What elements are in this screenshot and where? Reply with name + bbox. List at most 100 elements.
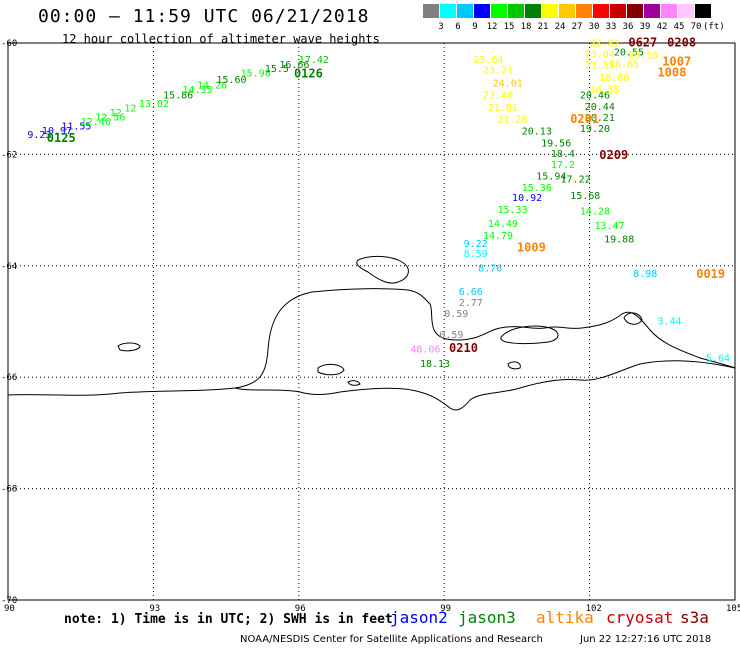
scale-swatch: [525, 4, 541, 18]
lon-tick-label: 96: [295, 604, 306, 614]
scale-swatch: [695, 4, 711, 18]
scale-label: 36: [622, 22, 634, 32]
coastline-island-1: [356, 255, 409, 284]
wave-height-label: 23.40: [483, 91, 513, 102]
credit-date: Jun 22 12:27:16 UTC 2018: [580, 634, 712, 645]
wave-height-label: 15.98: [241, 68, 271, 79]
wave-height-label: 11.55: [61, 121, 91, 132]
scale-label: 15: [503, 22, 515, 32]
wave-height-label: 8.76: [478, 263, 502, 274]
wave-height-label: 3.44: [657, 316, 681, 327]
coastline-mainland: [7, 288, 736, 396]
wave-height-label: 0.59: [439, 330, 463, 341]
wave-height-label: 5.64: [706, 354, 730, 365]
wave-height-label: 23.82: [590, 38, 620, 49]
pass-time-label: 0201: [570, 112, 599, 126]
lat-tick-label: -68: [1, 485, 17, 495]
scale-label: 30: [588, 22, 600, 32]
credit-text: NOAA/NESDIS Center for Satellite Applica…: [240, 634, 543, 645]
scale-swatch: [491, 4, 507, 18]
wave-height-label: 14.79: [483, 231, 513, 242]
scale-label: 3: [438, 22, 444, 32]
wave-height-label: 16.66: [279, 60, 309, 71]
scale-swatch: [457, 4, 473, 18]
wave-height-label: 20.44: [585, 102, 615, 113]
lat-tick-label: -70: [1, 596, 17, 606]
wave-height-label: 10.97: [42, 126, 72, 137]
pass-time-label: 1008: [657, 65, 686, 79]
wave-height-label: 16.55: [590, 85, 620, 96]
wave-height-label: 12.46: [81, 117, 111, 128]
wave-height-label: 12: [110, 108, 122, 119]
pass-time-label: 0019: [696, 267, 725, 281]
wave-height-label: 48.06: [410, 345, 440, 356]
wave-height-label: 18.13: [420, 359, 450, 370]
scale-swatch: [661, 4, 677, 18]
pass-time-label: 0627: [628, 35, 657, 49]
pass-time-label: 1009: [517, 240, 546, 254]
scale-swatch: [610, 4, 626, 18]
wave-height-label: 15.33: [498, 205, 528, 216]
scale-label: 18: [520, 22, 532, 32]
wave-height-label: 14.35: [182, 85, 212, 96]
scale-label: 12: [486, 22, 498, 32]
scale-label: 33: [605, 22, 617, 32]
note-text: note: 1) Time is in UTC; 2) SWH is in fe…: [64, 612, 393, 627]
wave-height-label: 21.81: [488, 103, 518, 114]
wave-height-label: 14.49: [488, 219, 518, 230]
scale-label: 24: [554, 22, 566, 32]
scale-label: 42: [656, 22, 668, 32]
scale-swatch: [593, 4, 609, 18]
coastline-island-7: [507, 361, 521, 370]
coastline-island-5: [623, 312, 643, 325]
legend-entry-jason2: jason2: [390, 608, 448, 627]
lon-tick-label: 93: [149, 604, 160, 614]
legend-entry-altika: altika: [536, 608, 594, 627]
scale-label: 27: [571, 22, 583, 32]
wave-height-label: 18.4: [551, 149, 575, 160]
lat-tick-label: -66: [1, 373, 17, 383]
scale-label: 70: [690, 22, 702, 32]
wave-height-label: 8.59: [464, 249, 488, 260]
wave-height-label: 15.36: [522, 183, 552, 194]
wave-height-label: 15.60: [216, 75, 246, 86]
wave-height-label: 2.77: [459, 298, 483, 309]
coastline-island-2: [500, 325, 559, 344]
pass-time-label: 0208: [667, 35, 696, 49]
wave-height-label: 9.22: [464, 239, 488, 250]
scale-label: 45: [673, 22, 685, 32]
wave-height-label: 15.68: [570, 191, 600, 202]
wave-height-label: 13.02: [139, 99, 169, 110]
wave-height-label: 9.23: [27, 130, 51, 141]
wave-height-label: 20.55: [628, 51, 658, 62]
wave-height-label: 19.56: [541, 139, 571, 150]
wave-height-label: 6.66: [459, 287, 483, 298]
wave-height-label: 13.47: [594, 221, 624, 232]
scale-swatch: [423, 4, 439, 18]
scale-swatch: [474, 4, 490, 18]
scale-label: 21: [537, 22, 549, 32]
wave-height-label: 15.5: [265, 64, 289, 75]
scale-swatch: [542, 4, 558, 18]
wave-height-label: 21.26: [498, 115, 528, 126]
pass-time-label: 1007: [662, 54, 691, 68]
pass-time-label: 0209: [599, 148, 628, 162]
scale-label: (ft): [703, 22, 725, 32]
wave-height-label: 23.04: [585, 49, 615, 60]
scale-swatch: [627, 4, 643, 18]
wave-height-label: 14.28: [580, 207, 610, 218]
lat-tick-label: -62: [1, 150, 17, 160]
wave-height-label: 18.60: [599, 73, 629, 84]
coastline-island-6: [347, 380, 361, 386]
wave-height-label: 12: [124, 104, 136, 115]
coastline-island-3: [117, 342, 141, 352]
scale-label: 39: [639, 22, 651, 32]
wave-height-label: 17.22: [561, 174, 591, 185]
wave-height-label: 0.59: [444, 309, 468, 320]
scale-label: 9: [472, 22, 478, 32]
lon-tick-label: 90: [4, 604, 15, 614]
map-title: 00:00 – 11:59 UTC 06/21/2018: [38, 6, 370, 27]
scale-label: 6: [455, 22, 461, 32]
